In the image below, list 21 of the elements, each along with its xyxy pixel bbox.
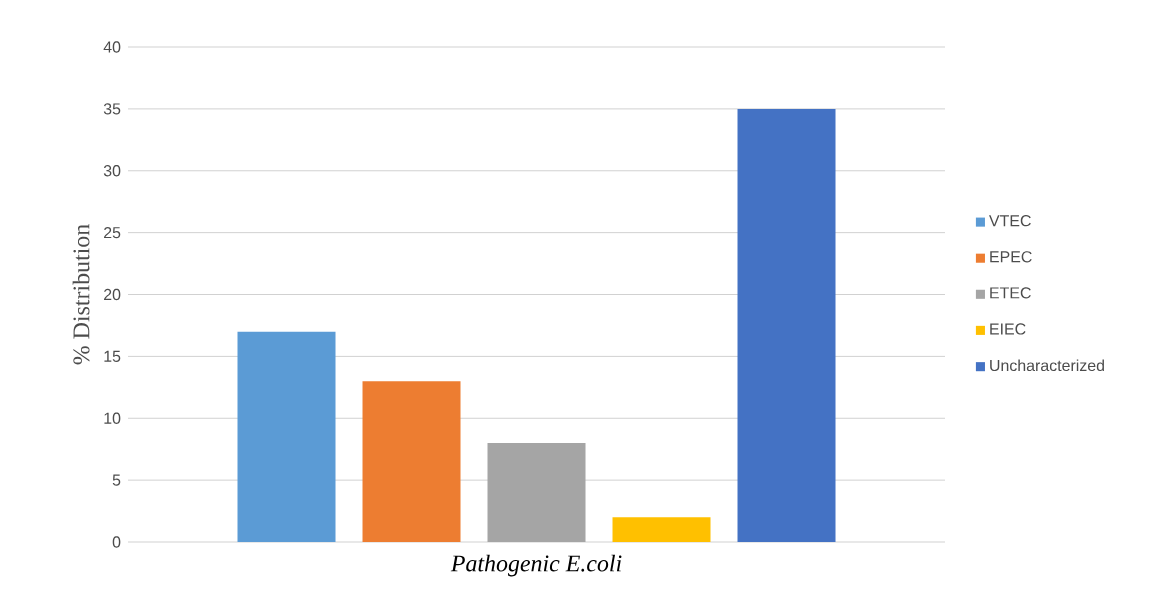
y-tick-label: 0	[112, 536, 121, 548]
y-tick-label: 20	[104, 288, 121, 301]
bar	[237, 331, 336, 542]
legend-label: EPEC	[990, 251, 1032, 263]
y-tick-label: 10	[104, 412, 121, 424]
y-tick-label: 40	[103, 41, 121, 53]
y-tick-label: 15	[104, 350, 121, 362]
bar	[737, 108, 836, 542]
bar	[362, 381, 461, 542]
y-tick-label: 25	[104, 226, 121, 239]
y-tick-label: 35	[103, 103, 121, 115]
y-tick-label: 30	[103, 165, 121, 177]
legend-label: VTEC	[989, 215, 1031, 227]
legend-label: Uncharacterized	[990, 359, 1104, 372]
y-axis-title: % Distribution	[72, 224, 90, 365]
bar	[487, 443, 586, 542]
legend-label: EIEC	[990, 323, 1026, 335]
x-axis-title: Pathogenic E.coli	[450, 554, 622, 577]
bar	[612, 517, 711, 542]
y-tick-label: 5	[112, 474, 121, 486]
legend-label: ETEC	[990, 287, 1031, 299]
